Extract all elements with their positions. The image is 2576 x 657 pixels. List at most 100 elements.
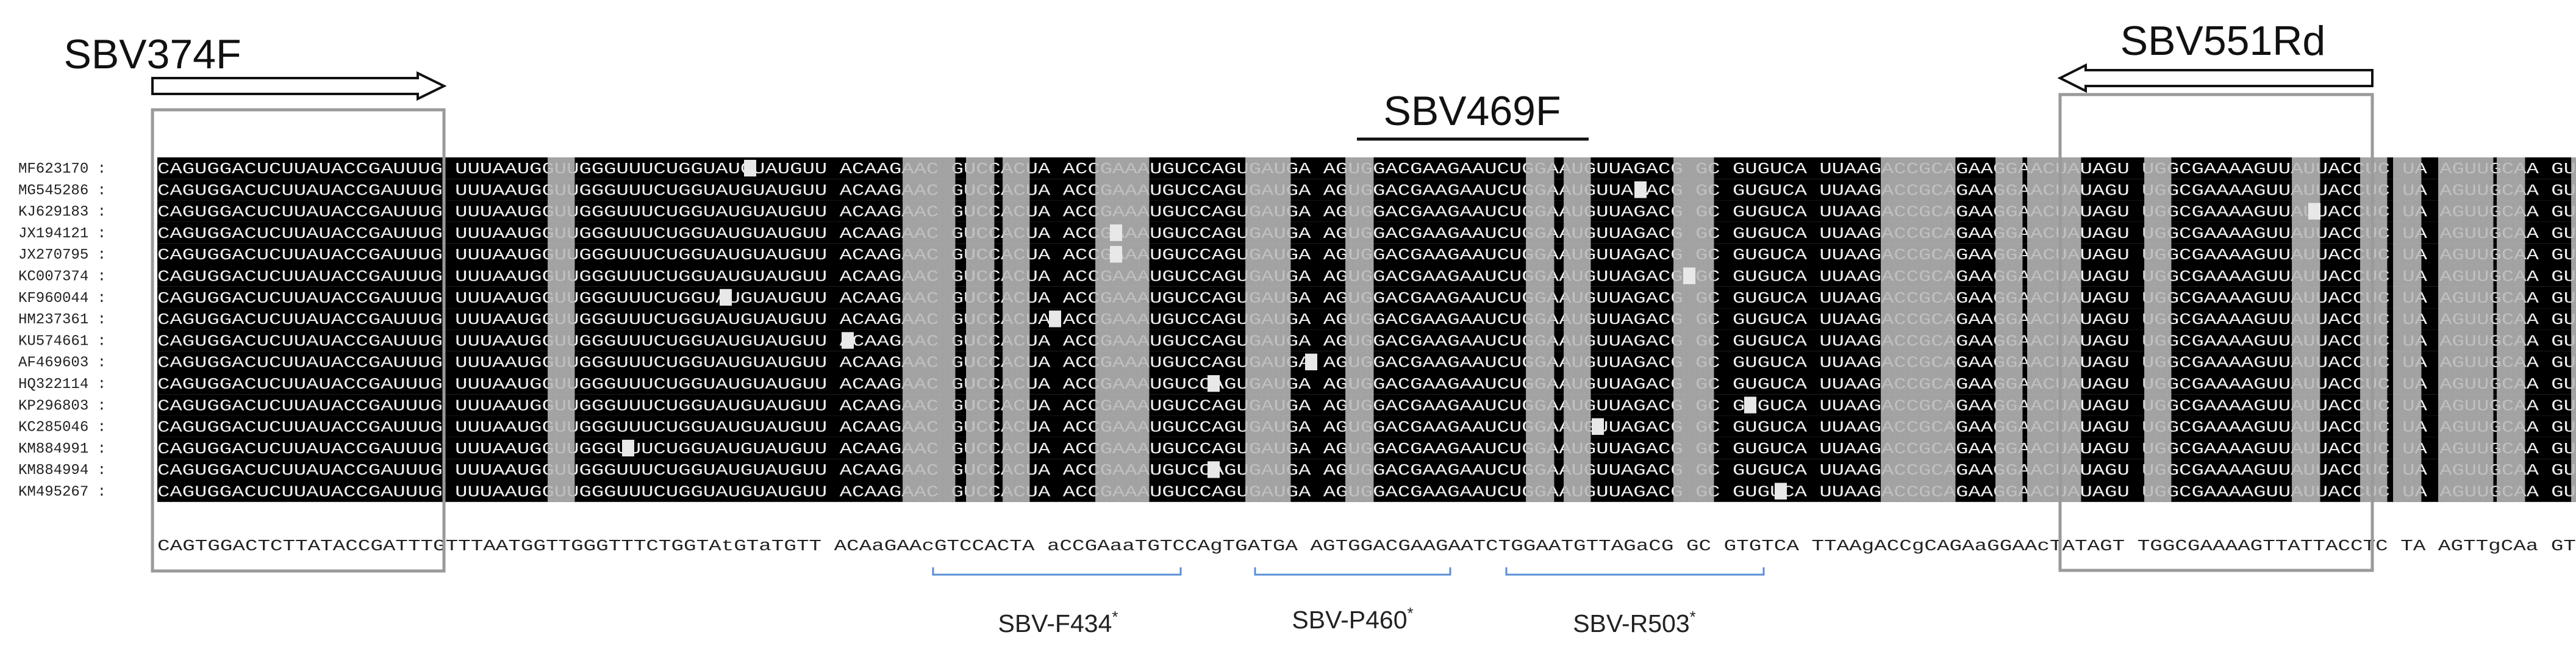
partial-conservation-column: [928, 157, 930, 502]
partial-conservation-column: [971, 157, 973, 502]
partial-conservation-column: [2164, 157, 2166, 502]
partial-conservation-column: [1105, 157, 1107, 502]
partial-conservation-column: [926, 157, 928, 502]
partial-conservation-column: [975, 157, 976, 502]
consensus-sequence: CAGTGGACTCTTATACCGATTTG TTTAATGGTTGGGTTTC…: [157, 537, 2576, 555]
partial-conservation-column: [1543, 157, 1545, 502]
partial-conservation-column: [2016, 157, 2018, 502]
partial-conservation-column: [2376, 157, 2378, 502]
partial-conservation-column: [1144, 157, 1146, 502]
partial-conservation-column: [2020, 157, 2022, 502]
partial-conservation-column: [2502, 157, 2503, 502]
partial-conservation-column: [2165, 157, 2167, 502]
partial-conservation-column: [1134, 157, 1136, 502]
accession-label: KC285046 :: [18, 420, 106, 436]
partial-conservation-column: [562, 157, 564, 502]
partial-conservation-column: [2417, 157, 2419, 502]
partial-conservation-column: [1112, 157, 1114, 502]
partial-conservation-column: [2000, 157, 2002, 502]
partial-conservation-column: [1132, 157, 1134, 502]
partial-conservation-column: [2414, 157, 2416, 502]
partial-conservation-column: [2499, 157, 2501, 502]
partial-conservation-column: [1545, 157, 1547, 502]
partial-conservation-column: [2411, 157, 2413, 502]
probe-bracket-p460: [1254, 567, 1451, 576]
partial-conservation-column: [944, 157, 946, 502]
partial-conservation-column: [2293, 157, 2295, 502]
partial-conservation-column: [2161, 157, 2163, 502]
partial-conservation-column: [2488, 157, 2490, 502]
mismatch-highlight: [622, 439, 634, 457]
partial-conservation-column: [937, 157, 939, 502]
partial-conservation-column: [984, 157, 986, 502]
partial-conservation-column: [1254, 157, 1256, 502]
partial-conservation-column: [2365, 157, 2367, 502]
partial-conservation-column: [2489, 157, 2491, 502]
partial-conservation-column: [1581, 157, 1583, 502]
partial-conservation-column: [2038, 157, 2040, 502]
consensus-chunk: AGTGGACGAAGAATCTGGAATGTTAGaCG: [1310, 537, 1673, 555]
partial-conservation-column: [1587, 157, 1589, 502]
partial-conservation-column: [1952, 157, 1953, 502]
partial-conservation-column: [907, 157, 909, 502]
partial-conservation-column: [1578, 157, 1580, 502]
partial-conservation-column: [1276, 157, 1278, 502]
partial-conservation-column: [2445, 157, 2447, 502]
partial-conservation-column: [977, 157, 979, 502]
partial-conservation-column: [2455, 157, 2457, 502]
partial-conservation-column: [973, 157, 975, 502]
partial-conservation-column: [2149, 157, 2151, 502]
partial-conservation-column: [2036, 157, 2038, 502]
partial-conservation-column: [1287, 157, 1289, 502]
partial-conservation-column: [1005, 157, 1007, 502]
partial-conservation-column: [1690, 157, 1692, 502]
partial-conservation-column: [1700, 157, 1702, 502]
partial-conservation-column: [2027, 157, 2029, 502]
partial-conservation-column: [1900, 157, 1902, 502]
partial-conservation-column: [1533, 157, 1535, 502]
partial-conservation-column: [573, 157, 575, 502]
partial-conservation-column: [905, 157, 907, 502]
partial-conservation-column: [2032, 157, 2034, 502]
consensus-chunk: GC: [1686, 537, 1711, 555]
partial-conservation-column: [1022, 157, 1024, 502]
probe-label-sbv-r503: SBV-R503*: [1573, 608, 1696, 637]
partial-conservation-column: [1571, 157, 1573, 502]
accession-label: KC007374 :: [18, 269, 106, 285]
partial-conservation-column: [1279, 157, 1281, 502]
partial-conservation-column: [990, 157, 992, 502]
partial-conservation-column: [2064, 157, 2066, 502]
partial-conservation-column: [2154, 157, 2156, 502]
partial-conservation-column: [903, 157, 904, 502]
partial-conservation-column: [904, 157, 906, 502]
partial-conservation-column: [943, 157, 945, 502]
consensus-chunk: GT: [2551, 537, 2576, 555]
partial-conservation-column: [1881, 157, 1883, 502]
partial-conservation-column: [2474, 157, 2475, 502]
partial-conservation-column: [1356, 157, 1358, 502]
consensus-chunk: GTCCACTA: [934, 537, 1035, 555]
partial-conservation-column: [1122, 157, 1124, 502]
partial-conservation-column: [1267, 157, 1269, 502]
partial-conservation-column: [2572, 157, 2574, 502]
partial-conservation-column: [2403, 157, 2405, 502]
partial-conservation-column: [983, 157, 985, 502]
partial-conservation-column: [1566, 157, 1568, 502]
partial-conservation-column: [2524, 157, 2525, 502]
partial-conservation-column: [2464, 157, 2466, 502]
partial-conservation-column: [2042, 157, 2044, 502]
partial-conservation-column: [946, 157, 948, 502]
partial-conservation-column: [2404, 157, 2406, 502]
partial-conservation-column: [2166, 157, 2168, 502]
partial-conservation-column: [1278, 157, 1280, 502]
partial-conservation-column: [1701, 157, 1703, 502]
partial-conservation-column: [2009, 157, 2011, 502]
partial-conservation-column: [2145, 157, 2147, 502]
partial-conservation-column: [1949, 157, 1951, 502]
partial-conservation-column: [2386, 157, 2388, 502]
partial-conservation-column: [1530, 157, 1531, 502]
partial-conservation-column: [982, 157, 984, 502]
partial-conservation-column: [2402, 157, 2403, 502]
partial-conservation-column: [1937, 157, 1939, 502]
partial-conservation-column: [2508, 157, 2510, 502]
